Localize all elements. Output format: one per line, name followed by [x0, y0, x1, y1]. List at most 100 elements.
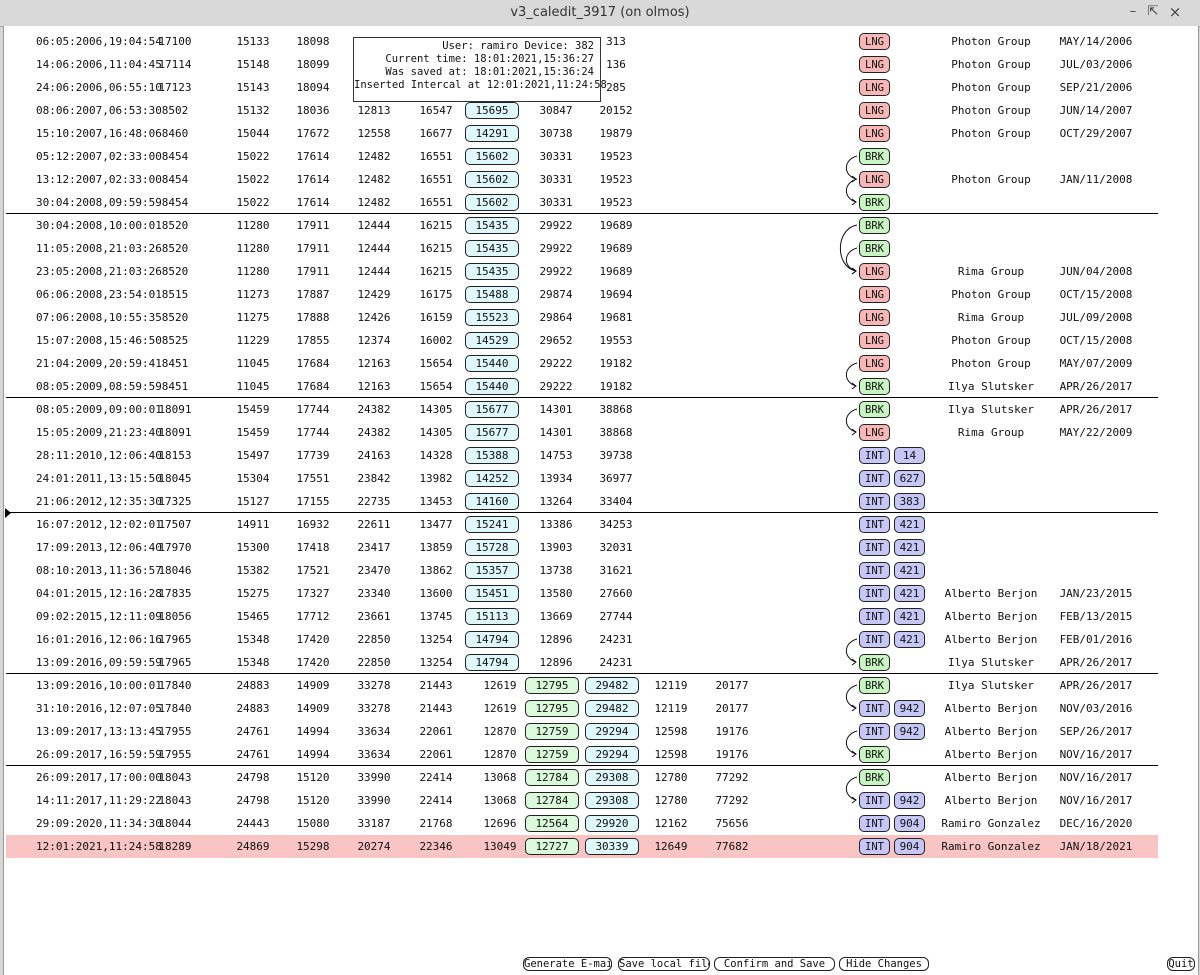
type-badge[interactable]: INT [859, 723, 890, 740]
intercal-number-box[interactable]: 904 [894, 838, 925, 855]
intercal-number-box[interactable]: 421 [894, 585, 925, 602]
type-badge[interactable]: BRK [859, 401, 890, 418]
table-row[interactable]: 26:09:2017,16:59:59 17955 24761 14994 33634 2… [6, 743, 1158, 766]
value-box[interactable]: 15695 [465, 102, 519, 119]
table-row[interactable]: 12:01:2021,11:24:58 18289 24869 15298 20274 2… [6, 835, 1158, 858]
table-row[interactable]: 06:05:2006,19:04:54 17100 15133 18098 313 LNG… [6, 30, 1158, 53]
intercal-number-box[interactable]: 421 [894, 631, 925, 648]
intercal-number-box[interactable]: 942 [894, 723, 925, 740]
table-row[interactable]: 16:07:2012,12:02:01 17507 14911 16932 22611 1… [6, 513, 1158, 536]
value-box[interactable]: 15602 [465, 171, 519, 188]
value-box[interactable]: 15435 [465, 240, 519, 257]
value-box[interactable]: 12795 [525, 677, 579, 694]
table-row[interactable]: 06:06:2008,23:54:01 8515 11273 17887 12429 16… [6, 283, 1158, 306]
value-box[interactable]: 15241 [465, 516, 519, 533]
value-box[interactable]: 15357 [465, 562, 519, 579]
intercal-number-box[interactable]: 383 [894, 493, 925, 510]
type-badge[interactable]: INT [859, 815, 890, 832]
intercal-number-box[interactable]: 421 [894, 539, 925, 556]
table-row[interactable]: 14:11:2017,11:29:22 18043 24798 15120 33990 2… [6, 789, 1158, 812]
type-badge[interactable]: INT [859, 838, 890, 855]
minimize-icon[interactable]: – [1129, 4, 1137, 19]
table-row[interactable]: 14:06:2006,11:04:45 17114 15148 18099 136 LNG… [6, 53, 1158, 76]
table-row[interactable]: 08:10:2013,11:36:57 18046 15382 17521 23470 1… [6, 559, 1158, 582]
value-box[interactable]: 29308 [585, 769, 639, 786]
type-badge[interactable]: INT [859, 539, 890, 556]
type-badge[interactable]: INT [859, 585, 890, 602]
type-badge[interactable]: INT [859, 470, 890, 487]
type-badge[interactable]: LNG [859, 33, 890, 50]
table-row[interactable]: 05:12:2007,02:33:00 8454 15022 17614 12482 16… [6, 145, 1158, 168]
value-box[interactable]: 15113 [465, 608, 519, 625]
type-badge[interactable]: BRK [859, 240, 890, 257]
intercal-number-box[interactable]: 904 [894, 815, 925, 832]
table-row[interactable]: 07:06:2008,10:55:35 8520 11275 17888 12426 16… [6, 306, 1158, 329]
type-badge[interactable]: INT [859, 700, 890, 717]
value-box[interactable]: 29482 [585, 677, 639, 694]
table-row[interactable]: 17:09:2013,12:06:40 17970 15300 17418 23417 1… [6, 536, 1158, 559]
value-box[interactable]: 15602 [465, 148, 519, 165]
maximize-icon[interactable]: ⇱ [1147, 4, 1159, 19]
type-badge[interactable]: INT [859, 447, 890, 464]
table-row[interactable]: 26:09:2017,17:00:00 18043 24798 15120 33990 2… [6, 766, 1158, 789]
value-box[interactable]: 14291 [465, 125, 519, 142]
value-box[interactable]: 15388 [465, 447, 519, 464]
type-badge[interactable]: LNG [859, 424, 890, 441]
type-badge[interactable]: INT [859, 792, 890, 809]
value-box[interactable]: 29308 [585, 792, 639, 809]
value-box[interactable]: 15435 [465, 263, 519, 280]
value-box[interactable]: 29920 [585, 815, 639, 832]
type-badge[interactable]: INT [859, 562, 890, 579]
value-box[interactable]: 12727 [525, 838, 579, 855]
confirm-and-save-button[interactable]: Confirm and Save [714, 957, 835, 971]
table-row[interactable]: 08:06:2007,06:53:30 8502 15132 18036 12813 16… [6, 99, 1158, 122]
table-row[interactable]: 23:05:2008,21:03:26 8520 11280 17911 12444 16… [6, 260, 1158, 283]
hide-changes-button[interactable]: Hide Changes [839, 957, 929, 971]
value-box[interactable]: 15728 [465, 539, 519, 556]
type-badge[interactable]: LNG [859, 309, 890, 326]
table-row[interactable]: 30:04:2008,09:59:59 8454 15022 17614 12482 16… [6, 191, 1158, 214]
type-badge[interactable]: BRK [859, 769, 890, 786]
intercal-number-box[interactable]: 421 [894, 562, 925, 579]
quit-button[interactable]: Quit [1167, 957, 1195, 971]
intercal-number-box[interactable]: 14 [894, 447, 925, 464]
table-row[interactable]: 13:09:2016,10:00:01 17840 24883 14909 33278 2… [6, 674, 1158, 697]
type-badge[interactable]: LNG [859, 332, 890, 349]
table-row[interactable]: 15:07:2008,15:46:50 8525 11229 17855 12374 16… [6, 329, 1158, 352]
type-badge[interactable]: BRK [859, 677, 890, 694]
close-icon[interactable]: × [1168, 3, 1182, 21]
table-row[interactable]: 28:11:2010,12:06:40 18153 15497 17739 24163 1… [6, 444, 1158, 467]
intercal-number-box[interactable]: 627 [894, 470, 925, 487]
table-row[interactable]: 08:05:2009,09:00:01 18091 15459 17744 24382 1… [6, 398, 1158, 421]
value-box[interactable]: 12795 [525, 700, 579, 717]
value-box[interactable]: 14794 [465, 631, 519, 648]
table-row[interactable]: 21:04:2009,20:59:41 8451 11045 17684 12163 15… [6, 352, 1158, 375]
value-box[interactable]: 15451 [465, 585, 519, 602]
type-badge[interactable]: LNG [859, 355, 890, 372]
table-row[interactable]: 13:09:2016,09:59:59 17965 15348 17420 22850 1… [6, 651, 1158, 674]
value-box[interactable]: 14529 [465, 332, 519, 349]
type-badge[interactable]: LNG [859, 171, 890, 188]
type-badge[interactable]: INT [859, 493, 890, 510]
table-row[interactable]: 30:04:2008,10:00:01 8520 11280 17911 12444 16… [6, 214, 1158, 237]
intercal-number-box[interactable]: 421 [894, 516, 925, 533]
type-badge[interactable]: LNG [859, 263, 890, 280]
value-box[interactable]: 29294 [585, 723, 639, 740]
table-row[interactable]: 15:10:2007,16:48:06 8460 15044 17672 12558 16… [6, 122, 1158, 145]
type-badge[interactable]: INT [859, 516, 890, 533]
table-row[interactable]: 09:02:2015,12:11:09 18056 15465 17712 23661 1… [6, 605, 1158, 628]
type-badge[interactable]: INT [859, 631, 890, 648]
value-box[interactable]: 29482 [585, 700, 639, 717]
table-row[interactable]: 21:06:2012,12:35:30 17325 15127 17155 22735 1… [6, 490, 1158, 513]
type-badge[interactable]: BRK [859, 746, 890, 763]
value-box[interactable]: 14252 [465, 470, 519, 487]
type-badge[interactable]: BRK [859, 148, 890, 165]
table-row[interactable]: 24:06:2006,06:55:10 17123 15143 18094 285 LNG… [6, 76, 1158, 99]
value-box[interactable]: 29294 [585, 746, 639, 763]
value-box[interactable]: 14794 [465, 654, 519, 671]
table-row[interactable]: 29:09:2020,11:34:30 18044 24443 15080 33187 2… [6, 812, 1158, 835]
value-box[interactable]: 15677 [465, 424, 519, 441]
value-box[interactable]: 30339 [585, 838, 639, 855]
value-box[interactable]: 12784 [525, 792, 579, 809]
intercal-number-box[interactable]: 942 [894, 792, 925, 809]
